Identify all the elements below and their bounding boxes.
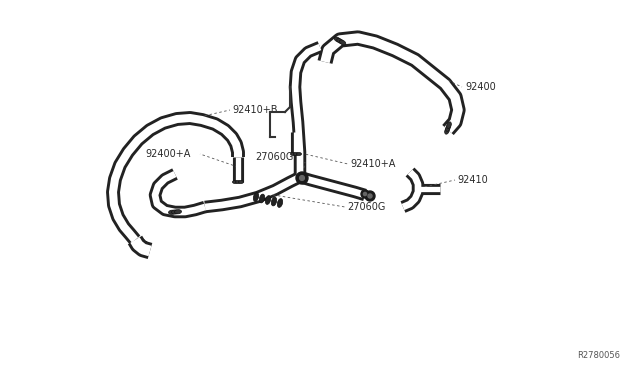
Text: 92410: 92410 <box>457 175 488 185</box>
Ellipse shape <box>334 37 340 42</box>
Circle shape <box>364 192 367 196</box>
Ellipse shape <box>168 210 175 214</box>
Ellipse shape <box>232 180 237 183</box>
Text: 92400+A: 92400+A <box>145 149 190 159</box>
Circle shape <box>296 172 308 184</box>
Circle shape <box>300 176 305 180</box>
Ellipse shape <box>253 193 259 201</box>
Ellipse shape <box>337 38 343 44</box>
Ellipse shape <box>296 153 301 155</box>
Ellipse shape <box>172 210 179 214</box>
Text: 92410+A: 92410+A <box>350 159 396 169</box>
Text: 92400: 92400 <box>465 82 496 92</box>
Text: 27060G: 27060G <box>255 152 293 162</box>
Text: 92410+B: 92410+B <box>232 105 278 115</box>
Ellipse shape <box>239 180 243 183</box>
Text: R2780056: R2780056 <box>577 351 620 360</box>
Ellipse shape <box>259 194 265 203</box>
Ellipse shape <box>445 125 451 131</box>
Circle shape <box>361 190 369 198</box>
Ellipse shape <box>339 40 346 45</box>
Ellipse shape <box>294 153 298 155</box>
Ellipse shape <box>271 197 276 206</box>
Ellipse shape <box>236 180 241 183</box>
Ellipse shape <box>291 153 296 155</box>
Ellipse shape <box>277 199 283 208</box>
Ellipse shape <box>447 122 451 129</box>
Text: 27060G: 27060G <box>347 202 385 212</box>
Ellipse shape <box>175 210 182 214</box>
Circle shape <box>365 191 375 201</box>
Ellipse shape <box>445 128 449 134</box>
Ellipse shape <box>266 196 271 204</box>
Circle shape <box>368 194 372 198</box>
